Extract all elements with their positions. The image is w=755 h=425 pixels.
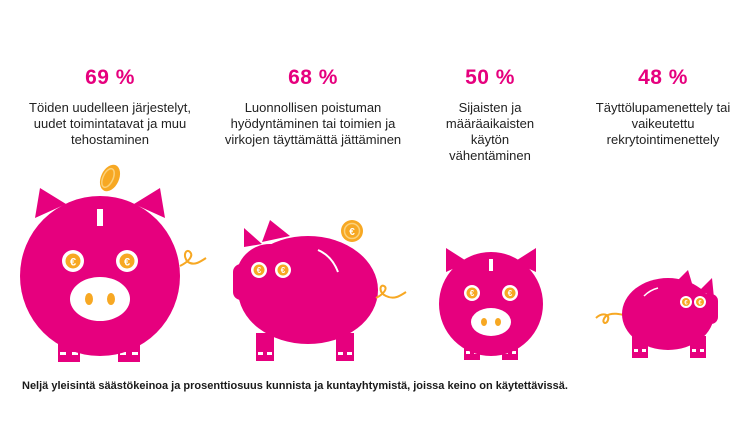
stat-2: 68 % Luonnollisen poistuman hyödyntämine…	[216, 66, 410, 148]
svg-text:€: €	[470, 289, 475, 298]
euro-eye-icon: €	[62, 250, 84, 272]
euro-eye-icon: €	[251, 262, 267, 278]
euro-eye-icon: €	[116, 250, 138, 272]
stat-3-percent: 50 %	[465, 66, 515, 89]
stat-4-percent: 48 %	[638, 66, 688, 89]
svg-text:€: €	[698, 301, 702, 307]
stat-4-description: Täyttölupamenettely tai vaikeutettu rekr…	[595, 100, 731, 147]
euro-eye-icon: €	[275, 262, 291, 278]
stat-1: 69 % Töiden uudelleen järjestelyt, uudet…	[20, 66, 200, 148]
svg-text:€: €	[349, 227, 355, 238]
figure-caption: Neljä yleisintä säästökeinoa ja prosentt…	[22, 380, 568, 392]
euro-eye-icon: €	[694, 296, 706, 308]
piggy-bank-icon: € €	[439, 248, 543, 360]
stat-1-percent: 69 %	[85, 66, 135, 89]
piggy-bank-icon: € €	[595, 270, 718, 358]
stat-1-description: Töiden uudelleen järjestelyt, uudet toim…	[29, 100, 191, 147]
piggy-bank-icon: € €	[20, 164, 207, 362]
stat-4: 48 % Täyttölupamenettely tai vaikeutettu…	[584, 66, 742, 148]
euro-eye-icon: €	[464, 285, 480, 301]
svg-text:€: €	[70, 257, 76, 269]
euro-eye-icon: €	[680, 296, 692, 308]
piggy-bank-icon: € € €	[233, 220, 407, 361]
coin-icon: €	[341, 220, 363, 242]
stat-3: 50 % Sijaisten ja määräaikaisten käytön …	[428, 66, 552, 164]
svg-text:€: €	[684, 301, 688, 307]
svg-text:€: €	[257, 266, 262, 275]
svg-text:€: €	[281, 266, 286, 275]
coin-icon	[99, 164, 121, 192]
stat-2-description: Luonnollisen poistuman hyödyntäminen tai…	[224, 100, 402, 147]
stat-2-percent: 68 %	[288, 66, 338, 89]
svg-text:€: €	[124, 257, 130, 269]
euro-eye-icon: €	[502, 285, 518, 301]
svg-text:€: €	[508, 289, 513, 298]
stat-3-description: Sijaisten ja määräaikaisten käytön vähen…	[445, 100, 535, 163]
